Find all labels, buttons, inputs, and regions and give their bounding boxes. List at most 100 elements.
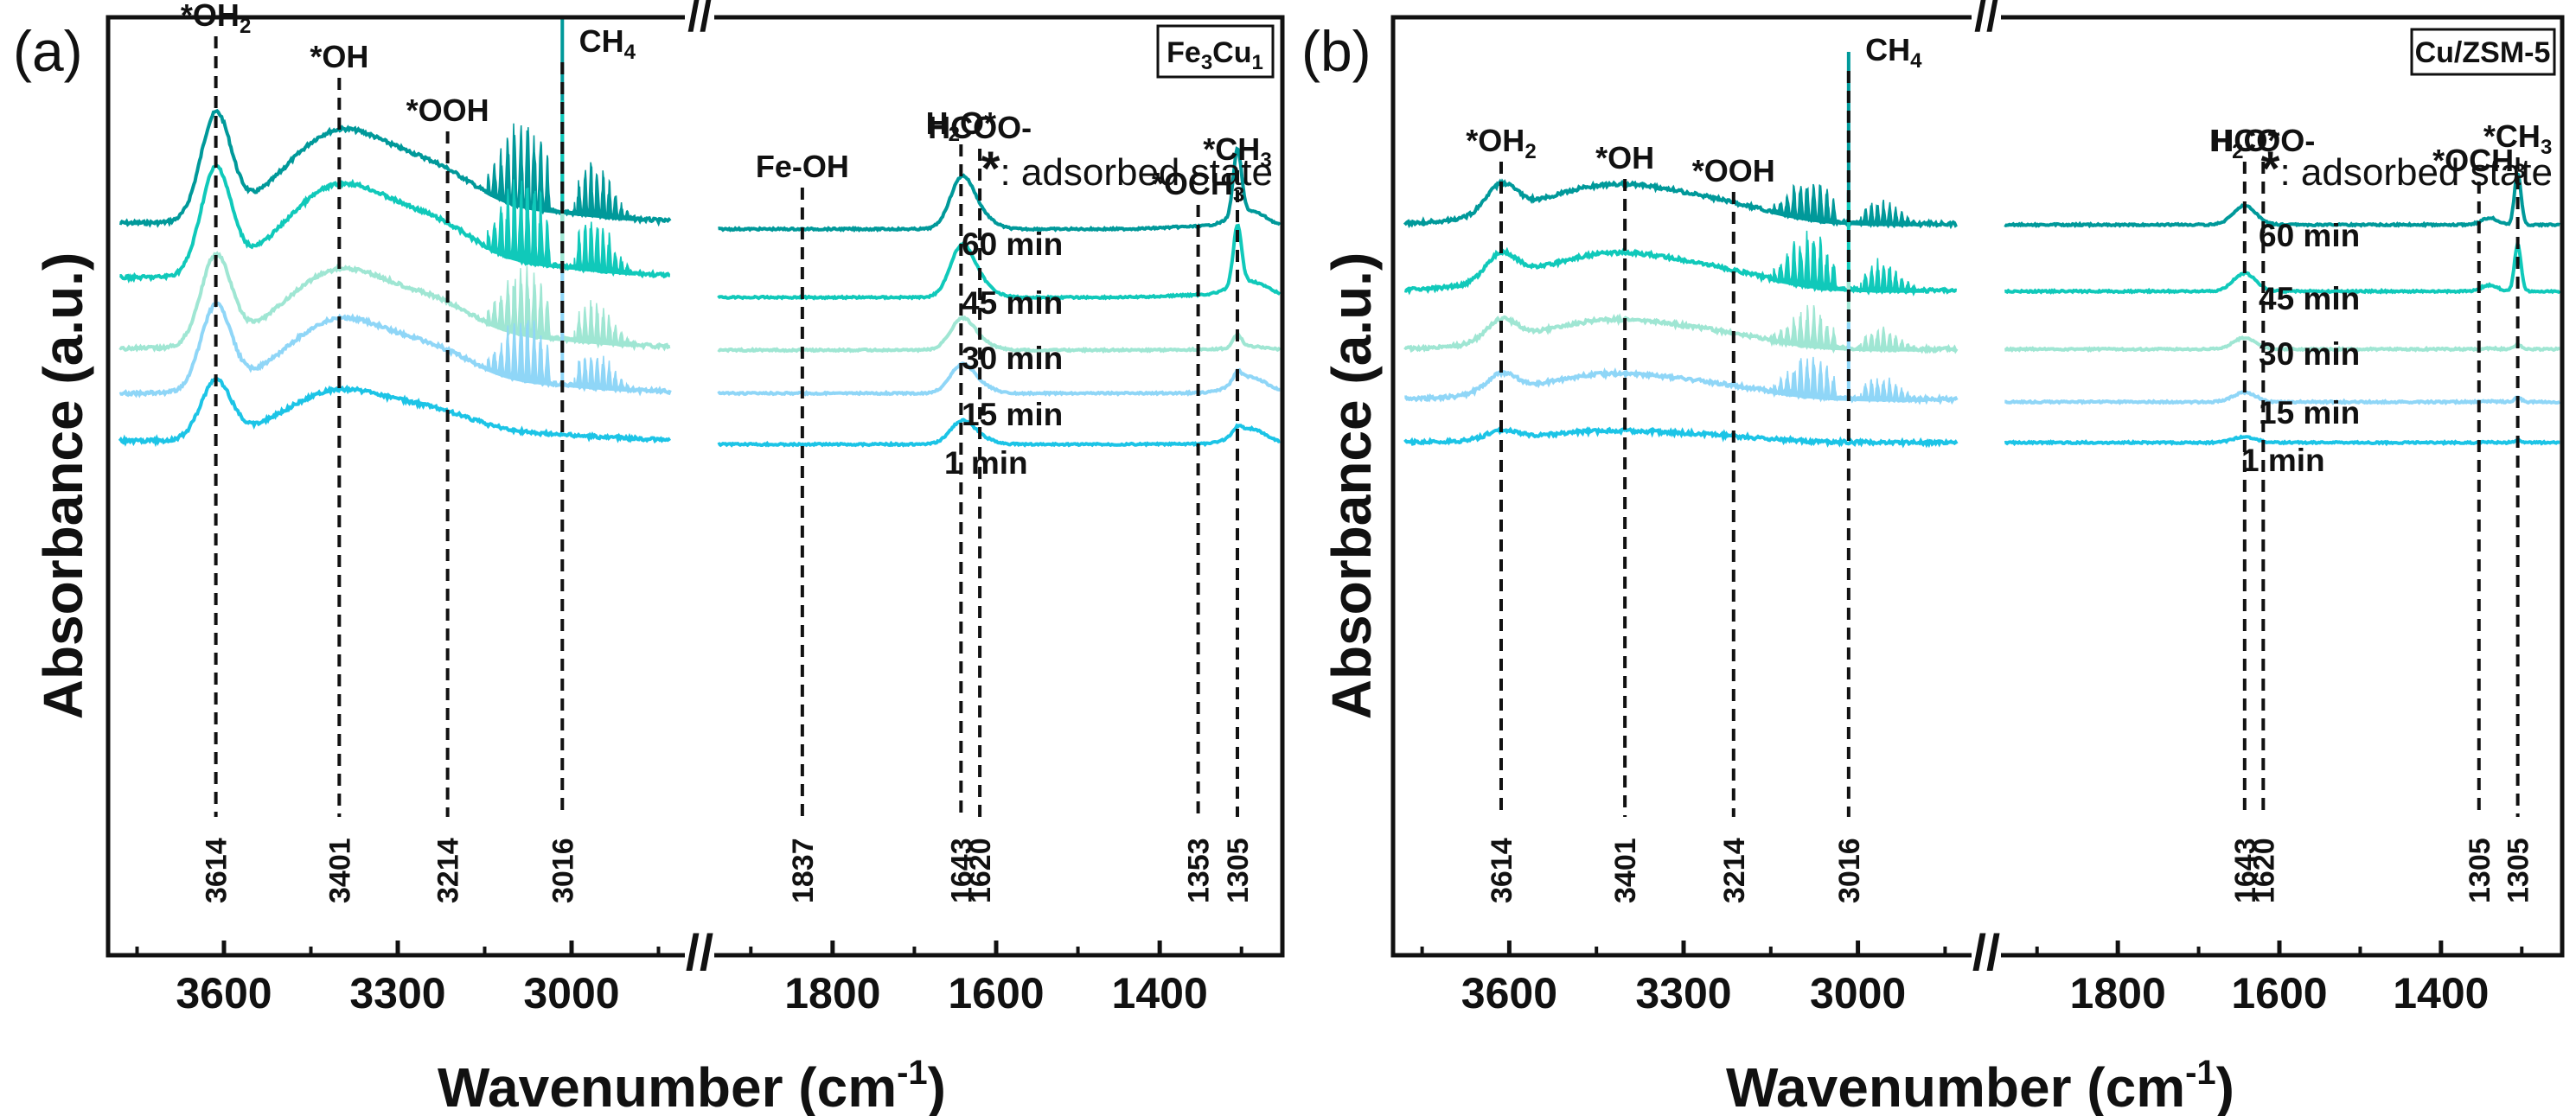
panel-a-axis-break-bottom: //: [686, 925, 713, 981]
panel-b-break-gap-top: [1972, 3, 2001, 31]
panel-a-trace-low-15min: [717, 361, 1281, 397]
peak-wavenumber-label: 1643: [945, 838, 978, 903]
peak-wavenumber-label: 1837: [787, 838, 820, 903]
x-tick-label: 3600: [176, 969, 272, 1017]
panel-b-ch4-band-60min: [1770, 183, 1923, 226]
panel-b-trace-low-30min: [2004, 335, 2560, 354]
peak-species-label: H2O*: [2209, 123, 2279, 163]
peak-wavenumber-label: 1620: [964, 838, 997, 903]
x-tick-label: 3300: [349, 969, 445, 1017]
panel-b-ch4-band-30min: [1770, 304, 1923, 352]
panel-a-ch4-band-15min: [483, 320, 636, 392]
peak-wavenumber-label: 1305: [2502, 838, 2535, 903]
peak-species-label: *CH3: [2483, 118, 2552, 159]
panel-a-trace-low-1min: [717, 418, 1281, 448]
peak-species-label: CH4: [579, 23, 636, 64]
panel-b-trace-low-1min: [2004, 434, 2560, 447]
panel-b-sample-box: [2410, 28, 2556, 76]
panel-a-y-axis-title: Absorbance (a.u.): [32, 252, 94, 720]
panel-a-trace-low-45min: [717, 223, 1282, 301]
panel-a-trace-low-30min: [717, 315, 1282, 354]
panel-a-sample-box: [1156, 24, 1275, 79]
panel-a-axis-break-top: //: [687, 0, 712, 41]
peak-species-label: H2O*: [926, 105, 996, 146]
panel-b-x-ticks: 3600 3300 3000 1800 1600 1400: [1420, 941, 2524, 1017]
panel-a-x-axis-title: Wavenumber (cm-1): [438, 1054, 946, 1116]
panel-b-time-label: 1 min: [2241, 443, 2325, 478]
panel-a-ch4-band-45min: [483, 179, 636, 276]
panel-a-traces: [118, 19, 1282, 448]
panel-b-sample-name: Cu/ZSM-5: [2415, 36, 2551, 69]
peak-wavenumber-label: 1305: [1222, 838, 1255, 903]
peak-species-label: *OH2: [1466, 123, 1536, 163]
panel-b-trace-high-1min: [1403, 426, 1959, 449]
peak-wavenumber-label: 1353: [1183, 838, 1216, 903]
panel-b-y-axis-title: Absorbance (a.u.): [1320, 252, 1383, 720]
panel-b-trace-low-45min: [2004, 241, 2561, 295]
peak-species-label: *OH: [310, 39, 368, 74]
panel-b-time-label: 15 min: [2259, 395, 2360, 430]
x-tick-label: 3300: [1635, 969, 1731, 1017]
panel-b-trace-low-60min: [2004, 171, 2560, 229]
panel-b-time-label: 45 min: [2259, 281, 2360, 316]
x-tick-label: 1600: [2231, 969, 2327, 1017]
panel-b-axis-break-bottom: //: [1972, 925, 2000, 981]
peak-species-label: *OH: [1595, 140, 1654, 175]
x-tick-label: 1400: [2393, 969, 2489, 1017]
panel-a-time-label: 15 min: [962, 397, 1063, 432]
x-tick-label: 1600: [948, 969, 1044, 1017]
peak-species-label: *OOH: [1692, 153, 1775, 188]
panel-b: 60 min 45 min 30 min 15 min 1 min *OH2 3614 *OH…: [1301, 0, 2565, 1116]
panel-a-adsorbed-note: *: adsorbed state: [981, 141, 1273, 195]
panel-b-break-gap-bottom: [1972, 941, 2001, 970]
panel-b-ch4-band-15min: [1770, 356, 1923, 402]
panel-a-time-label: 30 min: [962, 341, 1063, 376]
x-tick-label: 3000: [523, 969, 619, 1017]
peak-wavenumber-label: 3401: [323, 838, 356, 903]
panel-b-ch4-band-45min: [1770, 230, 1923, 293]
panel-a-break-gap-bottom: [685, 941, 714, 970]
panel-b-peak-markers: 60 min 45 min 30 min 15 min 1 min *OH2 3614 *OH…: [1466, 32, 2552, 903]
peak-wavenumber-label: 3016: [1833, 838, 1866, 903]
peak-species-label: HCOO-: [928, 110, 1032, 145]
panel-b-axis-break-top: //: [1974, 0, 1998, 41]
peak-wavenumber-label: 3401: [1609, 838, 1642, 903]
panel-a-letter: (a): [13, 19, 83, 83]
x-tick-label: 1800: [2070, 969, 2166, 1017]
peak-species-label: *OOH: [406, 92, 489, 128]
x-tick-label: 3600: [1461, 969, 1557, 1017]
panel-a-trace-low-60min: [718, 146, 1282, 233]
panel-a-trace-high-1min: [118, 377, 672, 448]
panel-a-sample-name: Fe3Cu1: [1167, 36, 1263, 74]
panel-a-break-gap-top: [685, 3, 714, 31]
peak-wavenumber-label: 3214: [432, 838, 465, 903]
peak-wavenumber-label: 1643: [2229, 838, 2262, 903]
x-tick-label: 3000: [1810, 969, 1906, 1017]
panel-b-trace-low-15min: [2004, 390, 2561, 405]
x-tick-label: 1400: [1112, 969, 1208, 1017]
panel-a-time-label: 60 min: [962, 226, 1063, 262]
peak-species-label: Fe-OH: [756, 149, 849, 184]
peak-wavenumber-label: 3214: [1718, 838, 1751, 903]
peak-species-label: *CH3: [1203, 131, 1271, 172]
peak-wavenumber-label: 3614: [1486, 838, 1518, 903]
panel-b-adsorbed-note: *: adsorbed state: [2261, 141, 2553, 195]
peak-wavenumber-label: 3016: [547, 838, 579, 903]
peak-species-label: CH4: [1865, 32, 1922, 73]
peak-species-label: *OCH3: [2432, 143, 2525, 183]
peak-species-label: *OCH3: [1152, 166, 1244, 207]
peak-wavenumber-label: 3614: [201, 838, 233, 903]
panel-a-ch4-band-30min: [483, 265, 636, 348]
panel-a-x-ticks: 3600 3300 3000 1800 1600 1400: [135, 941, 1243, 1017]
panel-a-time-label: 1 min: [944, 445, 1028, 481]
peak-species-label: HCOO-: [2211, 123, 2315, 158]
panel-b-time-label: 30 min: [2259, 336, 2360, 372]
panel-b-time-label: 60 min: [2259, 218, 2360, 253]
panel-b-x-axis-title: Wavenumber (cm-1): [1726, 1054, 2234, 1116]
x-tick-label: 1800: [784, 969, 880, 1017]
panel-b-letter: (b): [1301, 19, 1371, 83]
panel-a-time-label: 45 min: [962, 285, 1063, 321]
